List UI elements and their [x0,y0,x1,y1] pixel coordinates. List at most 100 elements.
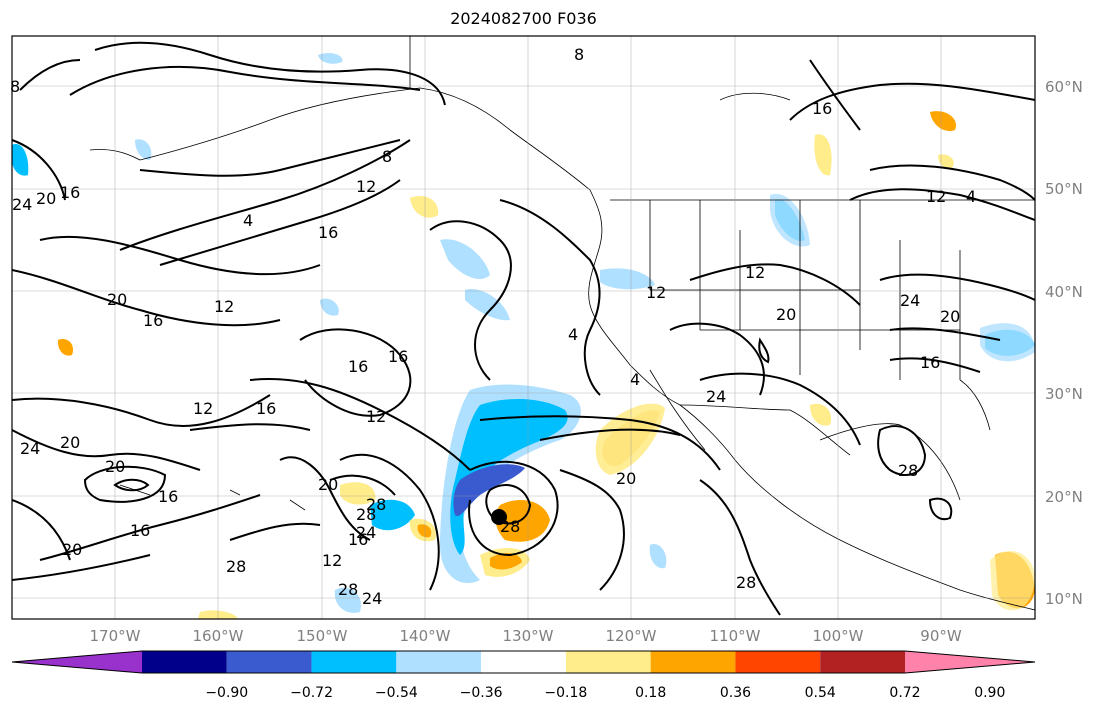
contour [159,179,401,266]
contour-label: 20 [776,305,796,324]
shade-yellow-west [340,482,376,505]
state-line-1 [649,200,961,380]
contour [809,59,861,131]
contour [139,139,401,177]
colorbar-ticks: −0.90 −0.72 −0.54 −0.36 −0.18 0.18 0.36 0.54 0.7… [205,685,1005,701]
contour [889,357,981,373]
contour-label: 24 [706,387,726,406]
shade-yellow-baja [595,403,665,475]
colorbar-tick-label: −0.72 [290,685,333,701]
map-title: 2024082700 F036 [450,9,597,28]
contour [69,65,421,96]
contour-label: 28 [500,517,520,536]
lat-label: 30°N [1045,385,1083,403]
contour-lines [12,41,1035,616]
colorbar-segment [311,651,397,673]
lon-label: 130°W [503,627,554,645]
shade-blue-nw [600,268,655,290]
contour-label: 8 [574,45,584,64]
lon-label: 90°W [920,627,962,645]
contour-label: 24 [362,589,382,608]
shade-blue-pac4 [649,544,667,569]
contour [429,220,512,381]
contour-label: 16 [348,357,368,376]
contour [94,41,446,106]
contour-label: 24 [20,439,40,458]
contour-label: 16 [388,347,408,366]
shade-orange-ne [930,111,956,132]
lon-label: 120°W [606,627,657,645]
shaded-fields [12,52,1035,619]
contour [889,327,1001,341]
contour-label: 28 [338,580,358,599]
contour [699,372,861,446]
contour-label: 16 [812,99,832,118]
lon-label: 150°W [297,627,348,645]
aleutians [89,149,141,161]
shade-blue-west [370,499,415,531]
contour [485,484,532,525]
contour-label: 16 [143,311,163,330]
colorbar-segment [481,651,566,673]
contour [479,415,721,471]
colorbar-segment [565,651,651,673]
contour-label: 12 [366,407,386,426]
lat-label: 40°N [1045,283,1083,301]
colorbar-tick-label: 0.90 [974,685,1005,701]
colorbar-segment [12,651,142,673]
contour-label: 28 [356,505,376,524]
contour [12,554,151,581]
contour [849,188,1035,221]
colorbar-tick-label: −0.36 [460,685,503,701]
colorbar-segment [905,651,1035,673]
contour-label: 20 [105,457,125,476]
contour-label: 20 [62,540,82,559]
contour [83,465,167,503]
colorbar-tick-label: −0.18 [544,685,587,701]
colorbar-tick-label: 0.72 [889,685,920,701]
contour-label: 16 [256,399,276,418]
contour-label: 20 [60,433,80,452]
colorbar-segment [650,651,736,673]
contour-label: 4 [966,187,976,206]
contour [468,460,559,557]
contour-label: 16 [348,530,368,549]
contour-label: 16 [60,183,80,202]
contour-label: 4 [630,370,640,389]
lon-label: 170°W [90,627,141,645]
map-frame [11,35,1036,620]
colorbar-tick-label: −0.90 [205,685,248,701]
contour [12,139,66,201]
contour [249,378,471,471]
contour [12,499,71,561]
shade-orange-se [490,553,522,570]
contour [539,428,681,441]
contour-label: 12 [926,187,946,206]
lon-label: 100°W [813,627,864,645]
shade-blue-pac5 [334,587,361,613]
contour [329,474,396,496]
shade-yellow-ak [410,195,439,218]
contour [879,273,1035,301]
contour [499,199,601,396]
contour [559,469,625,591]
shade-orange-w2 [417,524,432,538]
us-west-coast [588,244,1035,611]
contour-label: 8 [382,147,392,166]
contour [758,337,770,364]
contour-label: 20 [940,307,960,326]
gulf-coast [819,423,961,501]
lon-label: 160°W [193,627,244,645]
contour-label: 12 [646,283,666,302]
contour-label: 8 [10,77,20,96]
canada-border [409,36,1035,201]
contour-label: 24 [12,195,32,214]
contour-label: 4 [568,325,578,344]
contour [299,328,412,417]
shade-orange-hawaii [57,339,74,356]
colorbar-segment [735,651,821,673]
contour-label: 24 [900,291,920,310]
contour [229,522,321,541]
contour [689,263,861,306]
